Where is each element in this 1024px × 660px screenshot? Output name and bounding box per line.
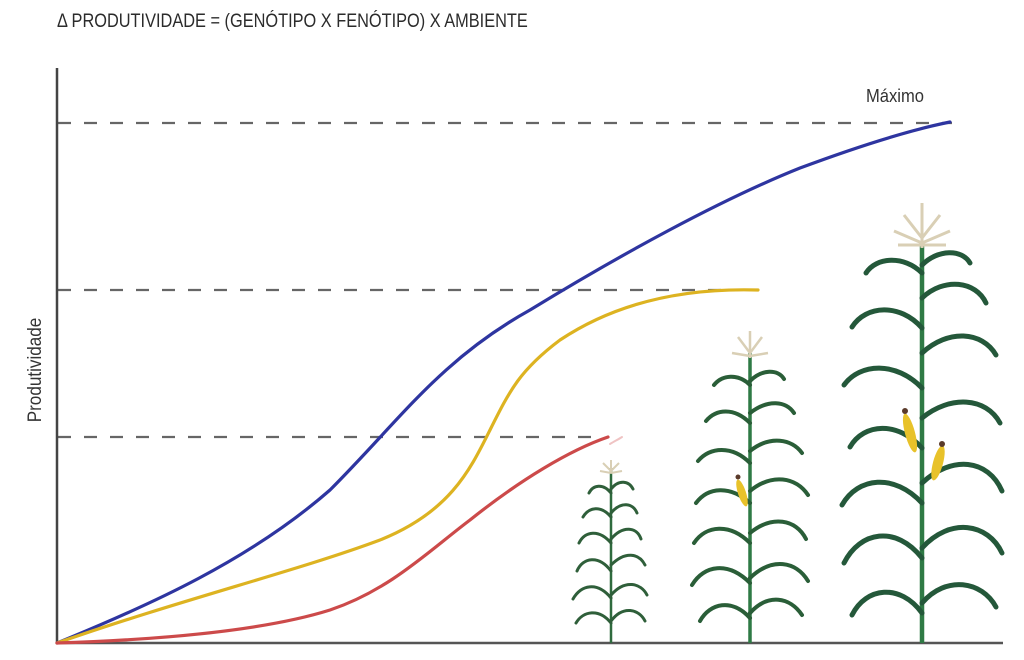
reference-lines: [58, 121, 952, 439]
high-yield-curve: [55, 120, 952, 645]
medium-yield-curve: [55, 288, 760, 645]
tassel-icon: [731, 331, 769, 358]
corn-ear-icon: [735, 474, 748, 507]
low-yield-curve: [55, 435, 610, 645]
corn-plant-large: [839, 203, 1005, 643]
tassel-icon: [599, 460, 623, 474]
corn-ear-icon: [902, 408, 945, 481]
corn-plant-small: [571, 460, 649, 643]
tassel-icon: [893, 203, 951, 248]
maximum-label: Máximo: [866, 86, 924, 106]
corn-plant-medium: [690, 331, 810, 643]
low-yield-curve-fade: [609, 436, 623, 445]
chart-title: Δ PRODUTIVIDADE = (GENÓTIPO X FENÓTIPO) …: [57, 11, 528, 32]
